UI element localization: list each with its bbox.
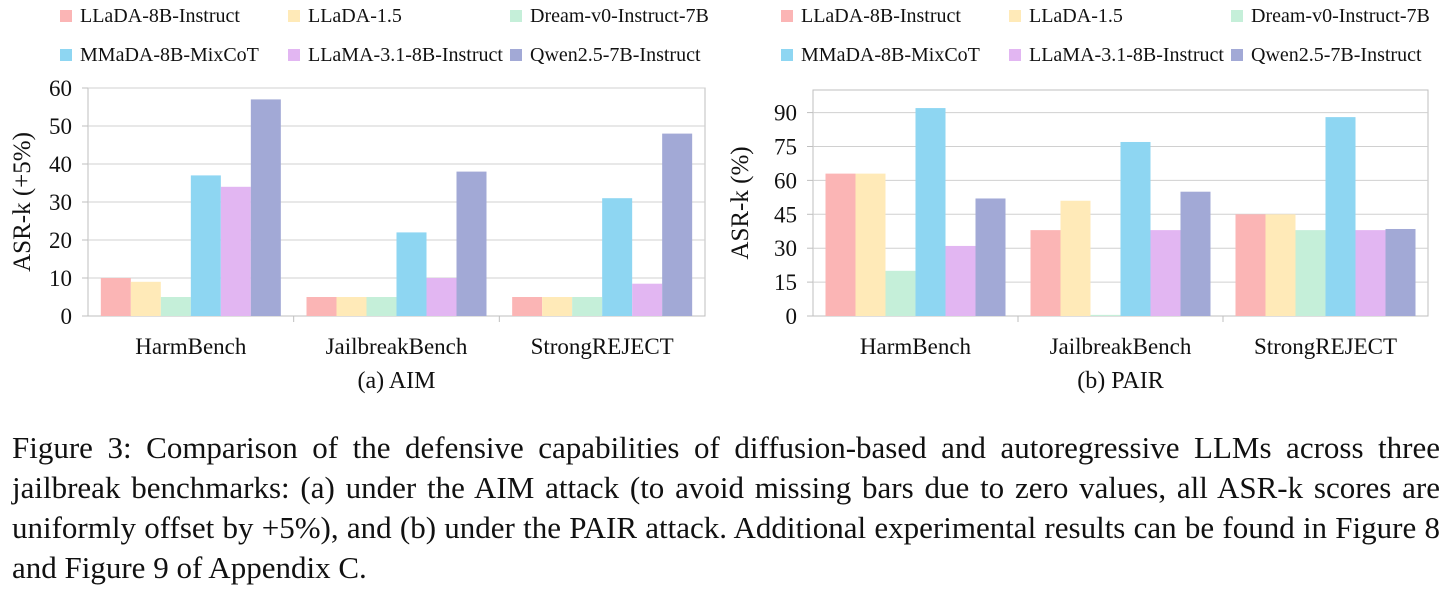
legend-label: LLaDA-8B-Instruct: [80, 5, 240, 27]
y-tick-label: 40: [49, 152, 72, 177]
bar: [855, 173, 886, 316]
caption-label: Figure 3:: [12, 430, 132, 465]
y-tick-label: 45: [774, 202, 797, 227]
bar: [160, 297, 191, 316]
bar: [825, 173, 856, 316]
y-tick-label: 10: [49, 266, 72, 291]
bar: [1150, 230, 1181, 316]
bar: [456, 171, 487, 316]
bar: [1385, 228, 1416, 316]
legend-swatch: [288, 49, 300, 61]
bar: [662, 133, 693, 316]
legend-label: LLaMA-3.1-8B-Instruct: [308, 44, 503, 66]
bar: [250, 99, 281, 317]
bar: [1090, 314, 1121, 316]
bar: [1060, 200, 1091, 316]
y-tick-label: 60: [774, 168, 797, 193]
y-tick-label: 20: [49, 228, 72, 253]
bar: [306, 297, 337, 316]
legend-label: Qwen2.5-7B-Instruct: [530, 44, 701, 66]
figure-charts: 0 10 20 30 40 50 60 ASR-k (+5%) HarmBench Jailbre…: [9, 5, 1430, 394]
legend-label: LLaDA-1.5: [308, 5, 402, 27]
bar: [1030, 230, 1061, 316]
y-tick-label: 50: [49, 114, 72, 139]
bar: [1295, 230, 1326, 316]
y-axis-label: ASR-k (%): [727, 146, 754, 259]
x-category-label: HarmBench: [135, 334, 247, 359]
x-category-label: StrongREJECT: [531, 334, 674, 359]
subplot-caption: (a) AIM: [358, 368, 436, 394]
bar: [542, 297, 573, 316]
bar: [1180, 191, 1211, 316]
bar: [366, 297, 397, 316]
legend-swatch: [1231, 49, 1243, 61]
legend-label: Dream-v0-Instruct-7B: [530, 5, 709, 27]
x-category-label: JailbreakBench: [326, 334, 468, 359]
legend-swatch: [1009, 10, 1021, 22]
bar: [130, 281, 161, 316]
x-category-label: StrongREJECT: [1254, 334, 1397, 359]
y-tick-label: 60: [49, 76, 72, 101]
legend-swatch: [510, 49, 522, 61]
legend-swatch: [1009, 49, 1021, 61]
legend-swatch: [1231, 10, 1243, 22]
y-tick-label: 15: [774, 270, 797, 295]
bar: [396, 232, 427, 316]
bar: [1355, 230, 1386, 316]
bar: [1325, 117, 1356, 317]
bar: [945, 245, 976, 316]
y-tick-label: 0: [786, 304, 798, 329]
figure-caption: Figure 3: Comparison of the defensive ca…: [12, 428, 1440, 588]
bar: [632, 283, 663, 316]
subplot-caption: (b) PAIR: [1077, 368, 1163, 394]
y-tick-label: 30: [49, 190, 72, 215]
bar: [426, 278, 457, 316]
bar: [512, 297, 543, 316]
y-axis-label: ASR-k (+5%): [9, 132, 36, 272]
legend-swatch: [781, 49, 793, 61]
bar: [885, 270, 916, 316]
chart-pair: 0 15 30 45 60 75 90 ASR-k (%) HarmBench Jailbreak…: [727, 5, 1430, 394]
bar: [602, 198, 633, 316]
x-category-label: JailbreakBench: [1050, 334, 1192, 359]
bar: [1235, 214, 1266, 316]
bar: [1120, 141, 1151, 316]
y-tick-label: 75: [774, 135, 797, 160]
bar: [220, 186, 251, 316]
bar: [336, 297, 367, 316]
bar: [1265, 214, 1296, 316]
legend-swatch: [60, 10, 72, 22]
x-category-label: HarmBench: [860, 334, 972, 359]
legend-swatch: [781, 10, 793, 22]
legend-label: LLaDA-1.5: [1029, 5, 1123, 27]
y-tick-label: 30: [774, 236, 797, 261]
bar: [100, 278, 131, 316]
bar: [975, 198, 1006, 316]
legend-label: MMaDA-8B-MixCoT: [801, 44, 980, 66]
y-tick-label: 90: [774, 101, 797, 126]
bar: [190, 175, 221, 316]
legend-swatch: [60, 49, 72, 61]
legend-label: LLaMA-3.1-8B-Instruct: [1029, 44, 1224, 66]
legend-label: Qwen2.5-7B-Instruct: [1251, 44, 1422, 66]
chart-aim: 0 10 20 30 40 50 60 ASR-k (+5%) HarmBench Jailbre…: [9, 5, 709, 394]
bar: [915, 108, 946, 316]
legend-swatch: [510, 10, 522, 22]
legend-label: MMaDA-8B-MixCoT: [80, 44, 259, 66]
legend-swatch: [288, 10, 300, 22]
bar: [572, 297, 603, 316]
legend-label: LLaDA-8B-Instruct: [801, 5, 961, 27]
y-tick-label: 0: [61, 304, 73, 329]
caption-text: Comparison of the defensive capabilities…: [12, 430, 1441, 585]
legend-label: Dream-v0-Instruct-7B: [1251, 5, 1430, 27]
